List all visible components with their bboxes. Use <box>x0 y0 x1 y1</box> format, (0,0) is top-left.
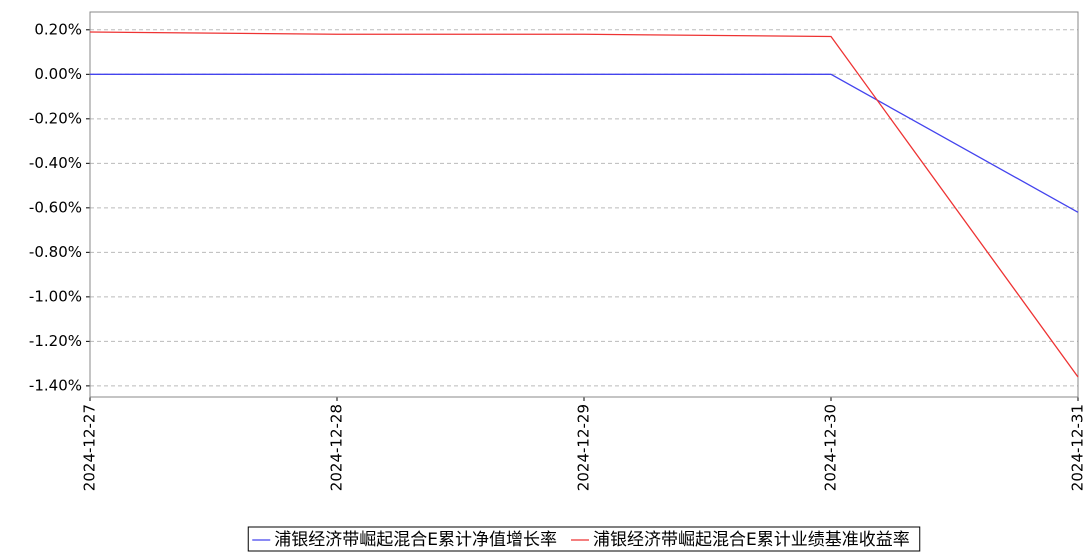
x-tick-label: 2024-12-28 <box>328 404 346 491</box>
y-tick-label: -0.40% <box>29 154 82 172</box>
y-tick-label: 0.00% <box>34 65 82 83</box>
series-line <box>89 31 1079 378</box>
x-tick-label: 2024-12-31 <box>1069 404 1087 491</box>
legend-label: 浦银经济带崛起混合E累计业绩基准收益率 <box>593 530 910 550</box>
series-line <box>90 73 1079 213</box>
x-tick-label: 2024-12-30 <box>822 404 840 491</box>
y-tick-label: -1.40% <box>29 376 82 394</box>
x-tick-label: 2024-12-29 <box>575 404 593 491</box>
legend-box <box>247 526 921 552</box>
y-tick-label: -0.60% <box>29 198 82 216</box>
y-tick-label: -0.80% <box>29 243 82 261</box>
legend-label: 浦银经济带崛起混合E累计净值增长率 <box>274 530 557 550</box>
y-tick-label: -1.00% <box>29 287 82 305</box>
legend: 浦银经济带崛起混合E累计净值增长率 浦银经济带崛起混合E累计业绩基准收益率 <box>247 526 921 552</box>
plot-frame <box>89 11 1079 398</box>
y-tick-label: -1.20% <box>29 332 82 350</box>
x-tick-label: 2024-12-27 <box>81 404 99 491</box>
y-tick-label: 0.20% <box>34 20 82 38</box>
y-tick-label: -0.20% <box>29 109 82 127</box>
